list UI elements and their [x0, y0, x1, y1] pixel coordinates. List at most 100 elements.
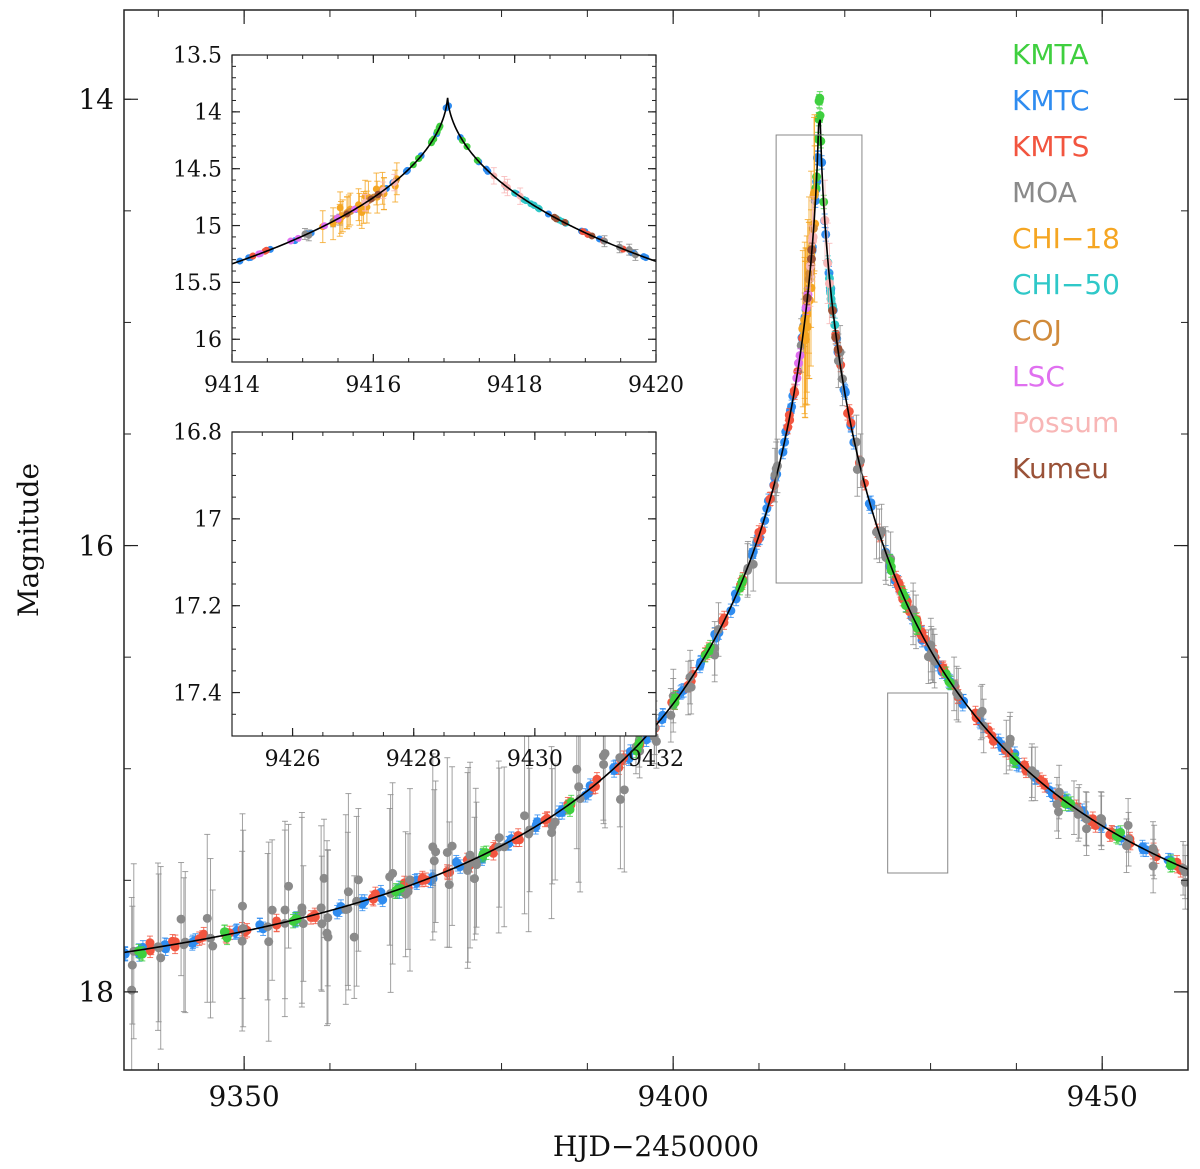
- x-tick-label: 9418: [487, 373, 543, 398]
- y-tick-label: 17: [194, 508, 222, 533]
- moa-point: [469, 874, 479, 884]
- legend-kmts: KMTS: [1012, 130, 1089, 163]
- y-tick-label: 14.5: [173, 157, 222, 182]
- main-axes-ticks: 9350 9400 9450 14 16 18: [78, 10, 1189, 1113]
- moa-point: [447, 841, 457, 851]
- moa-point: [237, 901, 247, 911]
- x-tick-label: 9420: [628, 373, 684, 398]
- moa-point: [1053, 807, 1063, 817]
- moa-point: [600, 748, 610, 758]
- moa-point: [284, 881, 294, 891]
- moa-point: [463, 865, 473, 875]
- moa-point: [127, 960, 137, 970]
- y-tick-label: 16: [194, 328, 222, 353]
- legend-kumeu: Kumeu: [1012, 452, 1109, 485]
- inset-bottom-axes-ticks: 9426 9428 9430 9432 16.8 17 17.2 17.4: [173, 421, 684, 772]
- moa-point: [575, 794, 585, 804]
- x-tick-label: 9428: [386, 747, 442, 772]
- moa-point: [405, 875, 415, 885]
- kmta-point: [814, 96, 824, 106]
- legend-coj: COJ: [1012, 314, 1062, 347]
- x-tick-label: 9350: [208, 1080, 279, 1113]
- moa-point: [176, 914, 186, 924]
- y-tick-label: 14: [78, 83, 114, 116]
- moa-point: [547, 821, 557, 831]
- y-tick-label: 14: [194, 101, 222, 126]
- y-tick-label: 18: [78, 976, 114, 1009]
- legend: KMTA KMTC KMTS MOA CHI−18 CHI−50 COJ LSC Possum K…: [1012, 38, 1120, 485]
- x-tick-label: 9432: [628, 747, 684, 772]
- moa-point: [615, 794, 625, 804]
- moa-point: [1096, 818, 1106, 828]
- legend-chi-18: CHI−18: [1012, 222, 1120, 255]
- moa-point: [319, 873, 329, 883]
- y-tick-label: 15: [194, 214, 222, 239]
- inset-bottom-background: [232, 432, 656, 736]
- kmts-point: [199, 929, 209, 939]
- x-tick-label: 9426: [265, 747, 321, 772]
- moa-point: [208, 941, 218, 951]
- kmts-point: [717, 616, 727, 626]
- kmtc-point: [658, 710, 668, 720]
- moa-point: [1148, 861, 1158, 871]
- moa-point: [1149, 847, 1159, 857]
- zoom-box-peak: [775, 134, 863, 584]
- inset-top-marks: [232, 97, 656, 265]
- moa-point: [494, 833, 504, 843]
- inset-top-background: [232, 55, 656, 362]
- model-curve: [232, 97, 656, 265]
- moa-point: [442, 847, 452, 857]
- legend-lsc: LSC: [1012, 360, 1065, 393]
- moa-point: [343, 887, 353, 897]
- kmtc-point: [378, 895, 388, 905]
- x-tick-label: 9400: [638, 1080, 709, 1113]
- chi-18-point: [809, 191, 819, 201]
- moa-point: [202, 913, 212, 923]
- moa-point: [156, 953, 166, 963]
- kmts-point: [590, 782, 600, 792]
- chi-18-point: [372, 185, 380, 193]
- moa-point: [748, 559, 758, 569]
- legend-kmtc: KMTC: [1012, 84, 1090, 117]
- moa-point: [127, 985, 137, 995]
- legend-moa: MOA: [1012, 176, 1077, 209]
- moa-point: [619, 785, 629, 795]
- kmta-point: [815, 111, 825, 121]
- moa-point: [1005, 738, 1015, 748]
- legend-possum: Possum: [1012, 406, 1119, 439]
- x-tick-label: 9414: [204, 373, 260, 398]
- x-tick-label: 9450: [1067, 1080, 1138, 1113]
- moa-point: [322, 928, 332, 938]
- moa-point: [685, 672, 695, 682]
- moa-point: [444, 880, 454, 890]
- moa-point: [574, 782, 584, 792]
- main-plot-frame: [123, 9, 1189, 1071]
- moa-point: [385, 872, 395, 882]
- y-tick-label: 15.5: [173, 271, 222, 296]
- inset-top-axes-ticks: 9414 9416 9418 9420 13.5 14 14.5 15 15.5 16: [173, 44, 684, 398]
- y-axis-title: Magnitude: [12, 463, 45, 617]
- kmts-point: [145, 938, 155, 948]
- moa-point: [429, 856, 439, 866]
- moa-point: [1180, 867, 1188, 877]
- y-tick-label: 16: [78, 529, 114, 562]
- moa-point: [1052, 799, 1062, 809]
- x-axis-title: HJD−2450000: [553, 1130, 759, 1163]
- moa-point: [977, 706, 987, 716]
- moa-point: [264, 937, 274, 947]
- y-tick-label: 16.8: [173, 421, 222, 446]
- main-plot-marks: [124, 91, 1188, 1070]
- legend-chi-50: CHI−50: [1012, 268, 1120, 301]
- y-tick-label: 17.2: [173, 594, 222, 619]
- kmta-point: [1060, 799, 1070, 809]
- moa-point: [297, 907, 307, 917]
- x-tick-label: 9430: [507, 747, 563, 772]
- y-tick-label: 13.5: [173, 44, 222, 69]
- x-tick-label: 9416: [345, 373, 401, 398]
- kmts-point: [1039, 777, 1049, 787]
- moa-point: [465, 850, 475, 860]
- kmta-point: [565, 805, 575, 815]
- moa-point: [599, 759, 609, 769]
- kmts-point: [511, 835, 521, 845]
- y-tick-label: 17.4: [173, 681, 222, 706]
